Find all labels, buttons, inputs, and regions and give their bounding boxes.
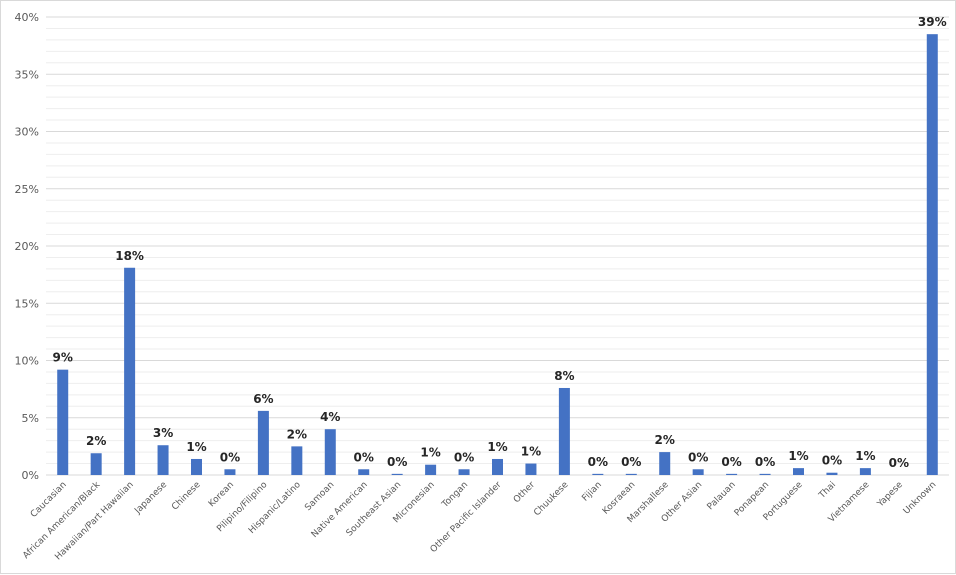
bar [391, 473, 403, 475]
data-label: 8% [554, 369, 574, 383]
y-tick-label: 35% [15, 68, 39, 81]
bar [525, 463, 537, 475]
y-tick-label: 10% [15, 355, 39, 368]
bar [358, 469, 370, 475]
bar [625, 473, 637, 475]
data-label: 0% [588, 455, 608, 469]
x-tick-label: Yapese [875, 480, 905, 510]
bar [157, 445, 169, 475]
data-label: 2% [86, 434, 106, 448]
bar [191, 458, 202, 475]
data-label: 9% [53, 351, 73, 365]
data-label: 1% [521, 445, 541, 459]
data-label: 1% [855, 449, 875, 463]
data-label: 0% [387, 455, 407, 469]
data-label: 0% [621, 455, 641, 469]
bar [458, 469, 470, 475]
bar [291, 446, 303, 475]
bar [558, 387, 570, 475]
data-label: 0% [354, 450, 374, 464]
bar [726, 473, 738, 475]
x-tick-label: Samoan [303, 480, 336, 513]
bars [57, 34, 938, 476]
data-label: 0% [688, 450, 708, 464]
bar [659, 452, 671, 475]
bar [425, 464, 437, 475]
data-label: 2% [655, 433, 675, 447]
bar [859, 468, 871, 475]
data-label: 0% [220, 450, 240, 464]
x-tick-label: Thai [817, 480, 838, 501]
gridlines [46, 16, 949, 476]
x-tick-label: Chuukese [532, 480, 571, 519]
data-label: 2% [287, 427, 307, 441]
x-tick-label: Native American [310, 480, 370, 540]
bar [257, 410, 269, 475]
data-label: 18% [115, 249, 144, 263]
data-label: 0% [755, 455, 775, 469]
data-label: 3% [153, 426, 173, 440]
data-label: 6% [253, 392, 273, 406]
x-tick-label: Fijian [580, 480, 604, 504]
bar [692, 469, 704, 475]
y-tick-label: 20% [15, 240, 39, 253]
x-tick-label: Korean [207, 480, 236, 509]
bar [224, 469, 236, 475]
bar [90, 453, 102, 475]
bar [324, 429, 336, 475]
y-tick-label: 0% [22, 469, 39, 482]
x-tick-label: Japanese [132, 480, 169, 517]
data-labels: 9% 2% 18% 3% 1% 0% 6% 2% 4% 0% 0% 1% 0% 1% 1% 8% 0% 0% 2% 0… [53, 15, 947, 470]
data-label: 1% [420, 446, 440, 460]
x-tick-label: Other Pacific Islander [429, 480, 504, 555]
data-label: 1% [487, 440, 507, 454]
x-tick-label: Chinese [170, 480, 203, 513]
bar [57, 369, 69, 475]
x-tick-label: Palauan [706, 480, 738, 512]
data-label: 1% [788, 449, 808, 463]
data-label: 4% [320, 410, 340, 424]
bar [926, 34, 938, 476]
y-tick-label: 30% [15, 126, 39, 139]
y-tick-label: 5% [22, 412, 39, 425]
data-label: 0% [454, 450, 474, 464]
data-label: 1% [186, 440, 206, 454]
x-tick-label: Tongan [440, 480, 470, 510]
data-label: 0% [721, 455, 741, 469]
y-tick-label: 15% [15, 297, 39, 310]
bar [793, 468, 804, 475]
data-label: 39% [918, 15, 947, 29]
bar [826, 472, 838, 475]
x-tick-label: Unknown [902, 480, 939, 517]
y-tick-label: 25% [15, 183, 39, 196]
y-tick-label: 40% [15, 11, 39, 24]
data-label: 0% [889, 456, 909, 470]
bar [124, 267, 136, 475]
bar [492, 458, 503, 475]
data-label: 0% [822, 454, 842, 468]
bar [592, 473, 604, 475]
x-tick-label: Other [512, 480, 537, 505]
bar [759, 473, 771, 475]
y-axis-tick-labels: 0% 5% 10% 15% 20% 25% 30% 35% 40% [15, 11, 39, 482]
